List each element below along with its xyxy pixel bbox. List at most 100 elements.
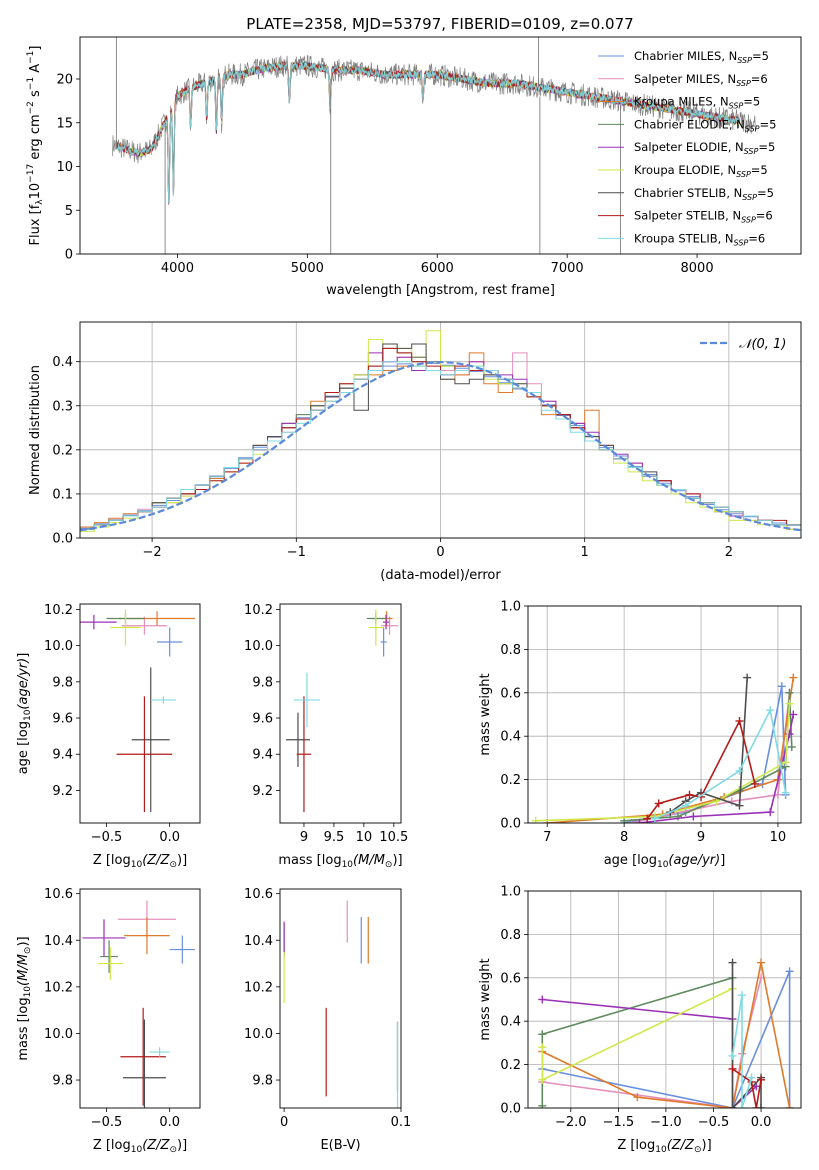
axes-frame bbox=[527, 890, 802, 1109]
y-tick-label: 9.8 bbox=[252, 1074, 273, 1089]
series-line bbox=[542, 998, 757, 1108]
age-vs-mass-panel: 9 9.5 10 10.5 9.2 9.4 9.6 9.8 10.0 10.2 mass [log1… bbox=[244, 603, 408, 870]
y-axis-label: mass [log10(M/M⊙)] bbox=[16, 936, 33, 1060]
y-tick-label: 0.2 bbox=[500, 1058, 521, 1073]
x-tick-label: 10.5 bbox=[379, 830, 408, 845]
y-tick-label: 10.0 bbox=[244, 639, 273, 654]
y-tick-label: 0 bbox=[65, 248, 73, 263]
histogram-step bbox=[80, 361, 801, 538]
x-tick-label: 6000 bbox=[421, 261, 454, 276]
y-axis-label: Flux [fλ10−17 erg cm−2 s−1 A−1] bbox=[26, 46, 45, 246]
x-tick-label: 4000 bbox=[161, 261, 194, 276]
x-tick-label: 1 bbox=[581, 545, 589, 560]
y-tick-label: 5 bbox=[65, 204, 73, 219]
x-tick-label: −2 bbox=[143, 545, 162, 560]
y-tick-label: 10.0 bbox=[44, 639, 73, 654]
x-tick-label: 9.5 bbox=[324, 830, 345, 845]
legend-label: Salpeter MILES, NSSP=6 bbox=[634, 72, 768, 88]
y-tick-label: 9.8 bbox=[252, 675, 273, 690]
x-tick-label: 8000 bbox=[681, 261, 714, 276]
spectrum-data-line bbox=[112, 55, 756, 201]
mass-vs-ebv-panel: 0 0.1 9.8 10.0 10.2 10.4 10.6 E(B-V) bbox=[244, 887, 411, 1153]
spectrum-panel: 4000 5000 6000 7000 8000 0 5 10 15 20 wavelength [… bbox=[26, 36, 802, 298]
x-axis-label: mass [log10(M/M⊙)] bbox=[278, 853, 402, 870]
x-axis-label: wavelength [Angstrom, rest frame] bbox=[326, 283, 555, 298]
figure-title: PLATE=2358, MJD=53797, FIBERID=0109, z=0… bbox=[246, 15, 633, 33]
axes-frame bbox=[79, 321, 802, 539]
y-axis-label: mass weight bbox=[478, 958, 493, 1040]
y-axis-label: age [log10(age/yr)] bbox=[16, 653, 33, 775]
legend-label: Salpeter ELODIE, NSSP=5 bbox=[634, 140, 775, 156]
series-line bbox=[542, 970, 791, 1108]
x-axis-label: E(B-V) bbox=[320, 1138, 360, 1153]
legend-label: Chabrier STELIB, NSSP=5 bbox=[634, 186, 774, 202]
y-axis-label: mass weight bbox=[478, 673, 493, 755]
x-tick-label: −1.5 bbox=[603, 1115, 635, 1130]
x-tick-label: 0.0 bbox=[751, 1115, 772, 1130]
y-tick-label: 10.0 bbox=[44, 1027, 73, 1042]
axes-frame bbox=[279, 888, 402, 1109]
x-tick-label: −2.0 bbox=[555, 1115, 587, 1130]
gaussian-curve bbox=[80, 360, 801, 532]
legend-label: Chabrier MILES, NSSP=5 bbox=[634, 49, 769, 65]
y-tick-label: 9.4 bbox=[252, 748, 273, 763]
y-tick-label: 0.4 bbox=[500, 730, 521, 745]
x-tick-label: −1.0 bbox=[650, 1115, 682, 1130]
y-tick-label: 0.3 bbox=[52, 399, 73, 414]
x-tick-label: 0 bbox=[436, 545, 444, 560]
y-tick-label: 15 bbox=[56, 116, 73, 131]
x-tick-label: 2 bbox=[725, 545, 733, 560]
x-tick-label: −0.5 bbox=[698, 1115, 730, 1130]
y-tick-label: 9.2 bbox=[52, 784, 73, 799]
legend-label: Chabrier ELODIE, NSSP=5 bbox=[634, 117, 776, 133]
y-tick-label: 20 bbox=[56, 73, 73, 88]
x-tick-label: −0.5 bbox=[91, 1115, 123, 1130]
y-tick-label: 0.4 bbox=[500, 1015, 521, 1030]
y-tick-label: 0.0 bbox=[52, 532, 73, 547]
x-tick-label: 0.0 bbox=[159, 1115, 180, 1130]
y-tick-label: 10.6 bbox=[44, 887, 73, 902]
x-tick-label: 7 bbox=[543, 830, 551, 845]
y-tick-label: 10.2 bbox=[44, 603, 73, 618]
y-tick-label: 0.0 bbox=[500, 817, 521, 832]
y-tick-label: 9.6 bbox=[252, 712, 273, 727]
y-axis-label: Normed distribution bbox=[28, 365, 43, 495]
x-tick-label: 0.1 bbox=[391, 1115, 412, 1130]
x-tick-label: 8 bbox=[620, 830, 628, 845]
axes-frame bbox=[279, 603, 402, 824]
y-tick-label: 9.4 bbox=[52, 748, 73, 763]
y-tick-label: 10.4 bbox=[244, 934, 273, 949]
y-tick-label: 0.4 bbox=[52, 355, 73, 370]
series-line bbox=[646, 718, 756, 820]
axes-frame bbox=[79, 36, 802, 255]
y-tick-label: 10.6 bbox=[244, 887, 273, 902]
y-tick-label: 0.8 bbox=[500, 643, 521, 658]
series-line bbox=[639, 714, 795, 823]
y-tick-label: 0.0 bbox=[500, 1102, 521, 1117]
x-tick-label: 0 bbox=[280, 1115, 288, 1130]
y-tick-label: 9.6 bbox=[52, 712, 73, 727]
y-tick-label: 0.8 bbox=[500, 928, 521, 943]
legend-label: Salpeter STELIB, NSSP=6 bbox=[634, 209, 773, 225]
legend-label: Kroupa STELIB, NSSP=6 bbox=[634, 231, 765, 247]
y-tick-label: 9.8 bbox=[52, 1074, 73, 1089]
y-tick-label: 0.2 bbox=[500, 773, 521, 788]
x-tick-label: −0.5 bbox=[91, 830, 123, 845]
age-vs-metallicity-panel: −0.5 0.0 9.2 9.4 9.6 9.8 10.0 10.2 Z [log10(Z/Z⊙… bbox=[16, 603, 201, 870]
y-tick-label: 10.0 bbox=[244, 1027, 273, 1042]
x-axis-label: age [log10(age/yr)] bbox=[604, 853, 726, 870]
series-line bbox=[731, 995, 753, 1108]
x-axis-label: Z [log10(Z/Z⊙)] bbox=[93, 853, 187, 870]
axes-frame bbox=[79, 888, 201, 1109]
mass-weight-vs-metallicity-panel: −2.0 −1.5 −1.0 −0.5 0.0 0.0 0.2 0.4 0.6 0.8 1.0 mas… bbox=[478, 885, 802, 1155]
x-tick-label: 10 bbox=[356, 830, 373, 845]
y-tick-label: 0.2 bbox=[52, 443, 73, 458]
y-tick-label: 0.6 bbox=[500, 971, 521, 986]
x-axis-label: (data-model)/error bbox=[380, 568, 501, 583]
y-tick-label: 1.0 bbox=[500, 885, 521, 900]
series-line bbox=[547, 677, 795, 823]
series-line bbox=[541, 962, 791, 1108]
legend-label: 𝒩(0, 1) bbox=[739, 337, 786, 352]
residuals-panel: −2 −1 0 1 2 0.0 0.1 0.2 0.3 0.4 𝒩(0, 1) (data-model… bbox=[28, 321, 802, 583]
